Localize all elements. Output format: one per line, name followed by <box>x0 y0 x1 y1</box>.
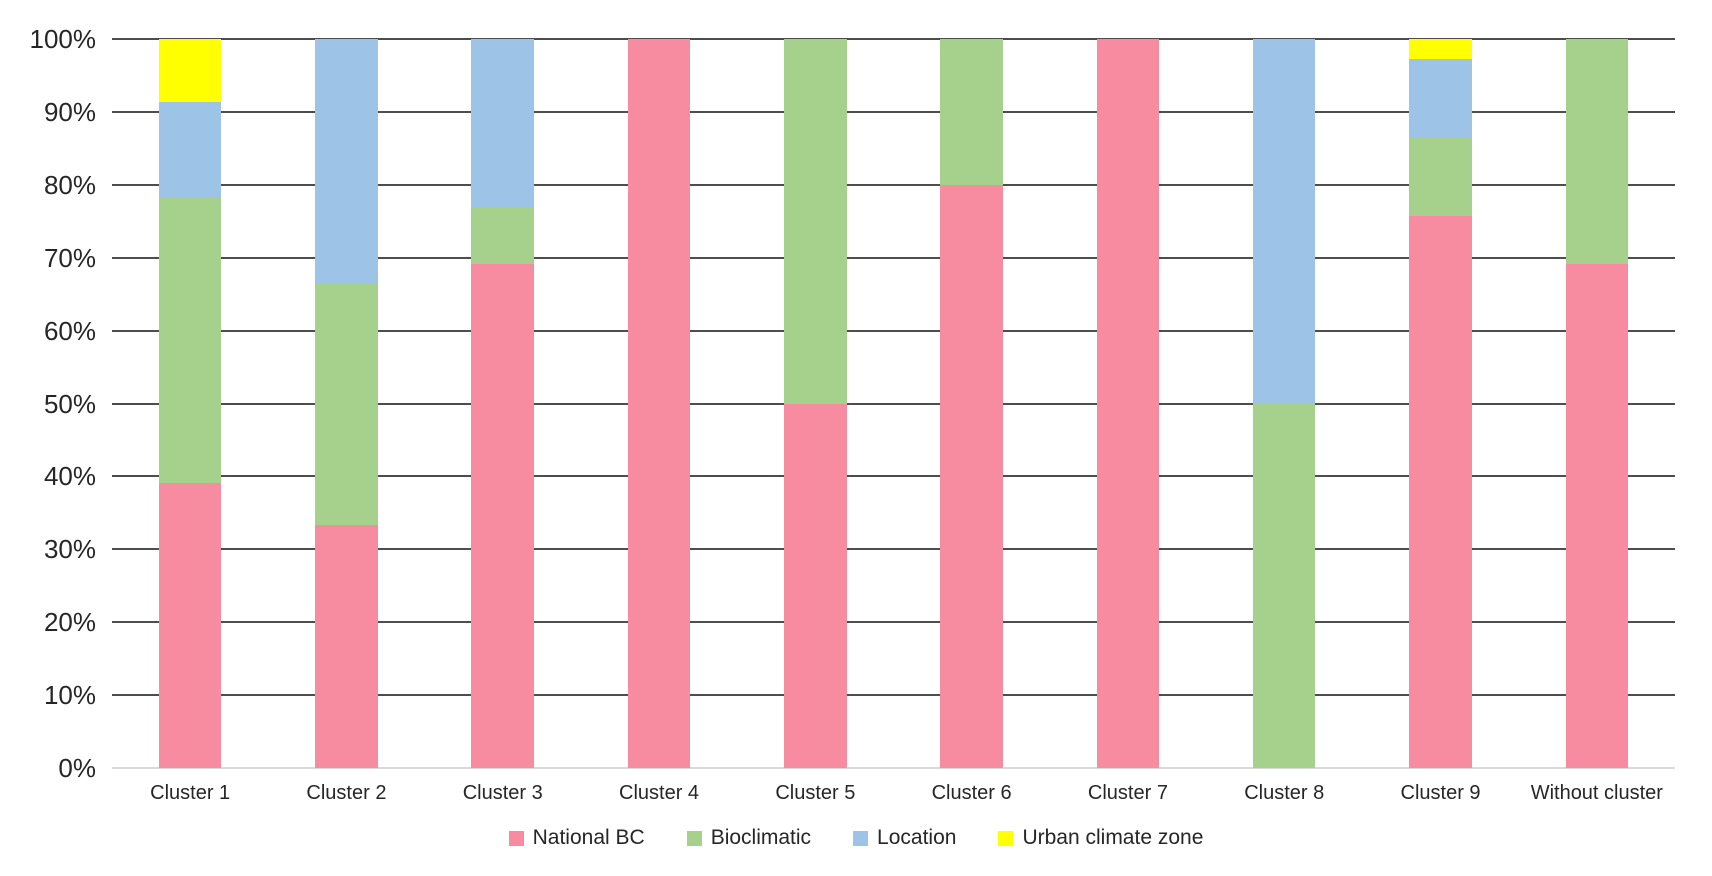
gridline-40 <box>112 475 1675 478</box>
y-axis-tick-label: 90% <box>43 96 96 127</box>
stacked-bar <box>627 39 691 768</box>
legend-label: National BC <box>532 826 645 849</box>
plot-area <box>112 38 1675 769</box>
stacked-bar <box>158 39 222 768</box>
x-axis-category-label: Cluster 3 <box>462 782 543 804</box>
bar-slot-2 <box>268 39 424 768</box>
gridline-30 <box>112 548 1675 551</box>
legend-swatch-icon <box>686 830 702 846</box>
y-axis-tick-label: 40% <box>43 461 96 492</box>
gridline-0 <box>112 767 1675 769</box>
legend-label: Urban climate zone <box>1022 826 1204 849</box>
y-axis-tick-label: 50% <box>43 388 96 419</box>
bar-segment <box>627 39 691 768</box>
bar-slot-8 <box>1206 39 1362 768</box>
bar-slot-10 <box>1519 39 1675 768</box>
stacked-bar <box>1252 39 1316 768</box>
y-axis-tick-label: 0% <box>58 753 96 783</box>
stacked-bar <box>1409 39 1472 768</box>
stacked-bar <box>471 39 534 768</box>
y-axis-tick-label: 60% <box>43 315 96 346</box>
bar-segment <box>1252 39 1316 404</box>
bars-container <box>112 39 1675 768</box>
y-axis-tick-label: 30% <box>43 534 96 565</box>
y-axis-tick-label: 80% <box>43 169 96 200</box>
bar-segment <box>1565 263 1629 768</box>
x-axis-category-label: Cluster 6 <box>931 782 1012 804</box>
legend-item: Bioclimatic <box>686 826 812 850</box>
gridline-70 <box>112 256 1675 259</box>
bar-segment <box>158 39 222 103</box>
gridline-60 <box>112 329 1675 332</box>
legend-label: Location <box>877 826 957 849</box>
legend-swatch-icon <box>508 830 524 846</box>
bar-segment <box>158 482 222 768</box>
stacked-bar <box>940 39 1003 768</box>
bar-segment <box>471 263 534 768</box>
x-axis-category-label: Cluster 2 <box>306 782 387 804</box>
legend-item: Location <box>853 826 956 850</box>
gridline-50 <box>112 402 1675 405</box>
bar-slot-4 <box>581 39 737 768</box>
stacked-bar <box>1565 39 1629 768</box>
x-axis-category-label: Cluster 4 <box>619 782 700 804</box>
legend-swatch-icon <box>998 830 1014 846</box>
y-axis-tick-label: 10% <box>43 680 96 711</box>
bar-slot-3 <box>425 39 581 768</box>
bar-segment <box>471 207 534 264</box>
bar-slot-6 <box>893 39 1049 768</box>
gridline-90 <box>112 110 1675 113</box>
stacked-bar <box>315 39 378 768</box>
bar-segment <box>1565 39 1629 264</box>
bar-slot-9 <box>1362 39 1518 768</box>
bar-slot-7 <box>1050 39 1206 768</box>
bar-segment <box>158 102 222 198</box>
bar-segment <box>1409 58 1472 138</box>
bar-segment <box>1096 39 1160 768</box>
x-axis-category-label: Cluster 5 <box>775 782 856 804</box>
bar-segment <box>1409 137 1472 217</box>
stacked-bar <box>784 39 847 768</box>
legend-item: National BC <box>508 826 645 850</box>
legend: National BC Bioclimatic Location Urban clim… <box>0 826 1712 850</box>
bar-segment <box>158 197 222 483</box>
bar-segment <box>315 282 378 526</box>
y-axis-tick-label: 20% <box>43 607 96 638</box>
legend-swatch-icon <box>853 830 869 846</box>
x-axis-category-label: Cluster 9 <box>1400 782 1481 804</box>
gridline-10 <box>112 694 1675 697</box>
bar-segment <box>471 39 534 208</box>
stacked-bar <box>1096 39 1160 768</box>
y-axis-tick-label: 70% <box>43 242 96 273</box>
legend-label: Bioclimatic <box>710 826 812 849</box>
bar-segment <box>315 39 378 283</box>
bar-segment <box>1409 216 1472 768</box>
bar-segment <box>315 525 378 768</box>
bar-segment <box>940 184 1003 768</box>
gridline-20 <box>112 621 1675 624</box>
bar-segment <box>1409 39 1472 59</box>
y-axis-tick-labels: 0% 10% 20% 30% 40% 50% 60% 70% 80% 90% 100% <box>0 26 97 781</box>
x-axis-category-label: Cluster 7 <box>1087 782 1168 804</box>
x-axis-category-label: Cluster 8 <box>1244 782 1325 804</box>
y-axis-tick-label: 100% <box>29 24 97 54</box>
legend-item: Urban climate zone <box>998 826 1203 850</box>
bar-segment <box>784 403 847 768</box>
x-axis-category-labels: Cluster 1 Cluster 2 Cluster 3 Cluster 4 Clus… <box>112 781 1675 805</box>
x-axis-category-label: Cluster 1 <box>150 782 231 804</box>
bar-segment <box>1252 403 1316 768</box>
bar-slot-5 <box>737 39 893 768</box>
bar-slot-1 <box>112 39 268 768</box>
gridline-100 <box>112 38 1675 40</box>
bar-segment <box>940 39 1003 185</box>
x-axis-category-label: Without cluster <box>1530 782 1663 804</box>
bar-segment <box>784 39 847 404</box>
gridline-80 <box>112 183 1675 186</box>
